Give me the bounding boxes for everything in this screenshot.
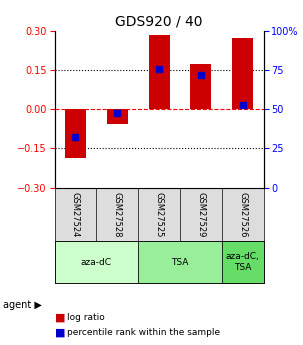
FancyBboxPatch shape [138, 241, 222, 283]
Text: GSM27525: GSM27525 [155, 192, 164, 237]
Bar [107, 109, 128, 124]
Text: aza-dC: aza-dC [81, 258, 112, 267]
Text: GSM27528: GSM27528 [113, 192, 122, 237]
Title: GDS920 / 40: GDS920 / 40 [115, 14, 203, 29]
Bar [65, 109, 86, 158]
Text: ■: ■ [55, 313, 65, 322]
Text: percentile rank within the sample: percentile rank within the sample [67, 328, 220, 337]
FancyBboxPatch shape [222, 241, 264, 283]
Text: ■: ■ [55, 328, 65, 338]
Text: GSM27524: GSM27524 [71, 192, 80, 237]
Text: TSA: TSA [171, 258, 189, 267]
Text: agent ▶: agent ▶ [3, 300, 42, 310]
Bar [232, 38, 253, 109]
Text: GSM27526: GSM27526 [238, 192, 247, 237]
Bar [148, 35, 170, 109]
FancyBboxPatch shape [55, 241, 138, 283]
Bar [190, 63, 211, 109]
Text: aza-dC,
TSA: aza-dC, TSA [226, 253, 260, 272]
Text: GSM27529: GSM27529 [196, 192, 205, 237]
Text: log ratio: log ratio [67, 313, 105, 322]
